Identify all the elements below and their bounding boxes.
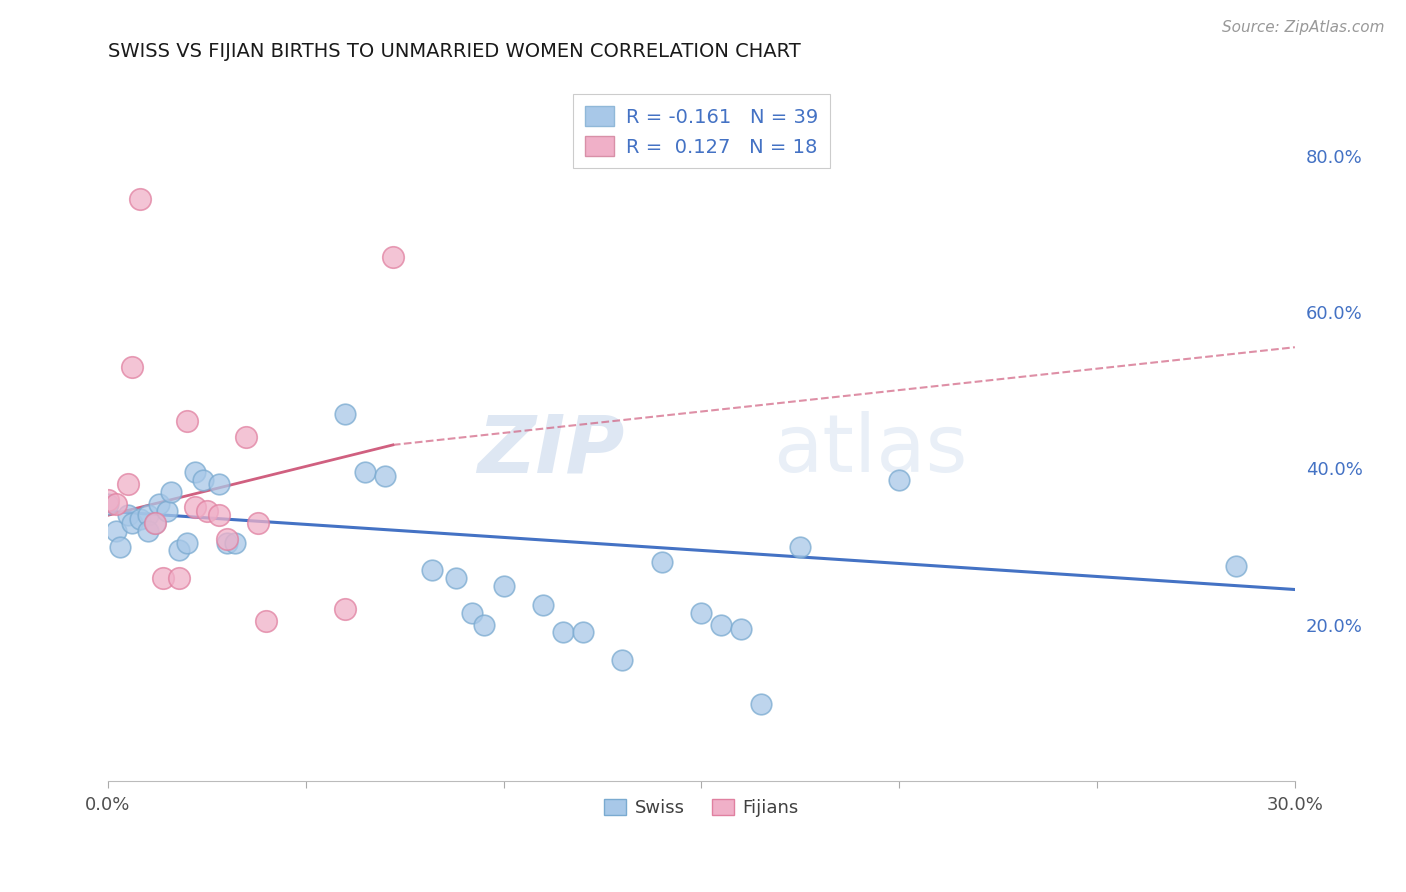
Point: [374, 469, 396, 483]
Point: [184, 465, 207, 479]
Point: [531, 598, 554, 612]
Point: [224, 535, 246, 549]
Point: [472, 617, 495, 632]
Point: [422, 563, 444, 577]
Point: [195, 504, 218, 518]
Point: [128, 192, 150, 206]
Point: [690, 606, 713, 620]
Point: [160, 484, 183, 499]
Point: [461, 606, 484, 620]
Point: [335, 407, 357, 421]
Point: [889, 473, 911, 487]
Point: [215, 535, 238, 549]
Point: [136, 508, 159, 523]
Point: [167, 571, 190, 585]
Text: ZIP: ZIP: [477, 411, 624, 490]
Point: [730, 622, 752, 636]
Point: [247, 516, 270, 530]
Point: [551, 625, 574, 640]
Point: [176, 535, 198, 549]
Point: [191, 473, 214, 487]
Point: [208, 477, 231, 491]
Point: [121, 359, 143, 374]
Text: Source: ZipAtlas.com: Source: ZipAtlas.com: [1222, 20, 1385, 35]
Point: [208, 508, 231, 523]
Point: [108, 540, 131, 554]
Point: [381, 251, 404, 265]
Point: [1225, 559, 1247, 574]
Point: [789, 540, 811, 554]
Point: [136, 524, 159, 538]
Point: [235, 430, 257, 444]
Point: [215, 532, 238, 546]
Point: [571, 625, 593, 640]
Point: [254, 614, 277, 628]
Text: atlas: atlas: [773, 411, 967, 490]
Point: [97, 497, 120, 511]
Point: [444, 571, 467, 585]
Point: [612, 653, 634, 667]
Point: [710, 617, 733, 632]
Point: [651, 555, 673, 569]
Point: [148, 497, 170, 511]
Point: [104, 524, 127, 538]
Point: [152, 571, 174, 585]
Point: [117, 508, 139, 523]
Point: [121, 516, 143, 530]
Point: [97, 492, 120, 507]
Point: [117, 477, 139, 491]
Text: SWISS VS FIJIAN BIRTHS TO UNMARRIED WOMEN CORRELATION CHART: SWISS VS FIJIAN BIRTHS TO UNMARRIED WOME…: [108, 42, 801, 61]
Point: [354, 465, 377, 479]
Point: [128, 512, 150, 526]
Point: [184, 500, 207, 515]
Point: [145, 516, 167, 530]
Point: [492, 579, 515, 593]
Legend: Swiss, Fijians: Swiss, Fijians: [598, 792, 806, 825]
Point: [176, 415, 198, 429]
Point: [167, 543, 190, 558]
Point: [749, 698, 772, 712]
Point: [156, 504, 179, 518]
Point: [104, 497, 127, 511]
Point: [145, 516, 167, 530]
Point: [335, 602, 357, 616]
